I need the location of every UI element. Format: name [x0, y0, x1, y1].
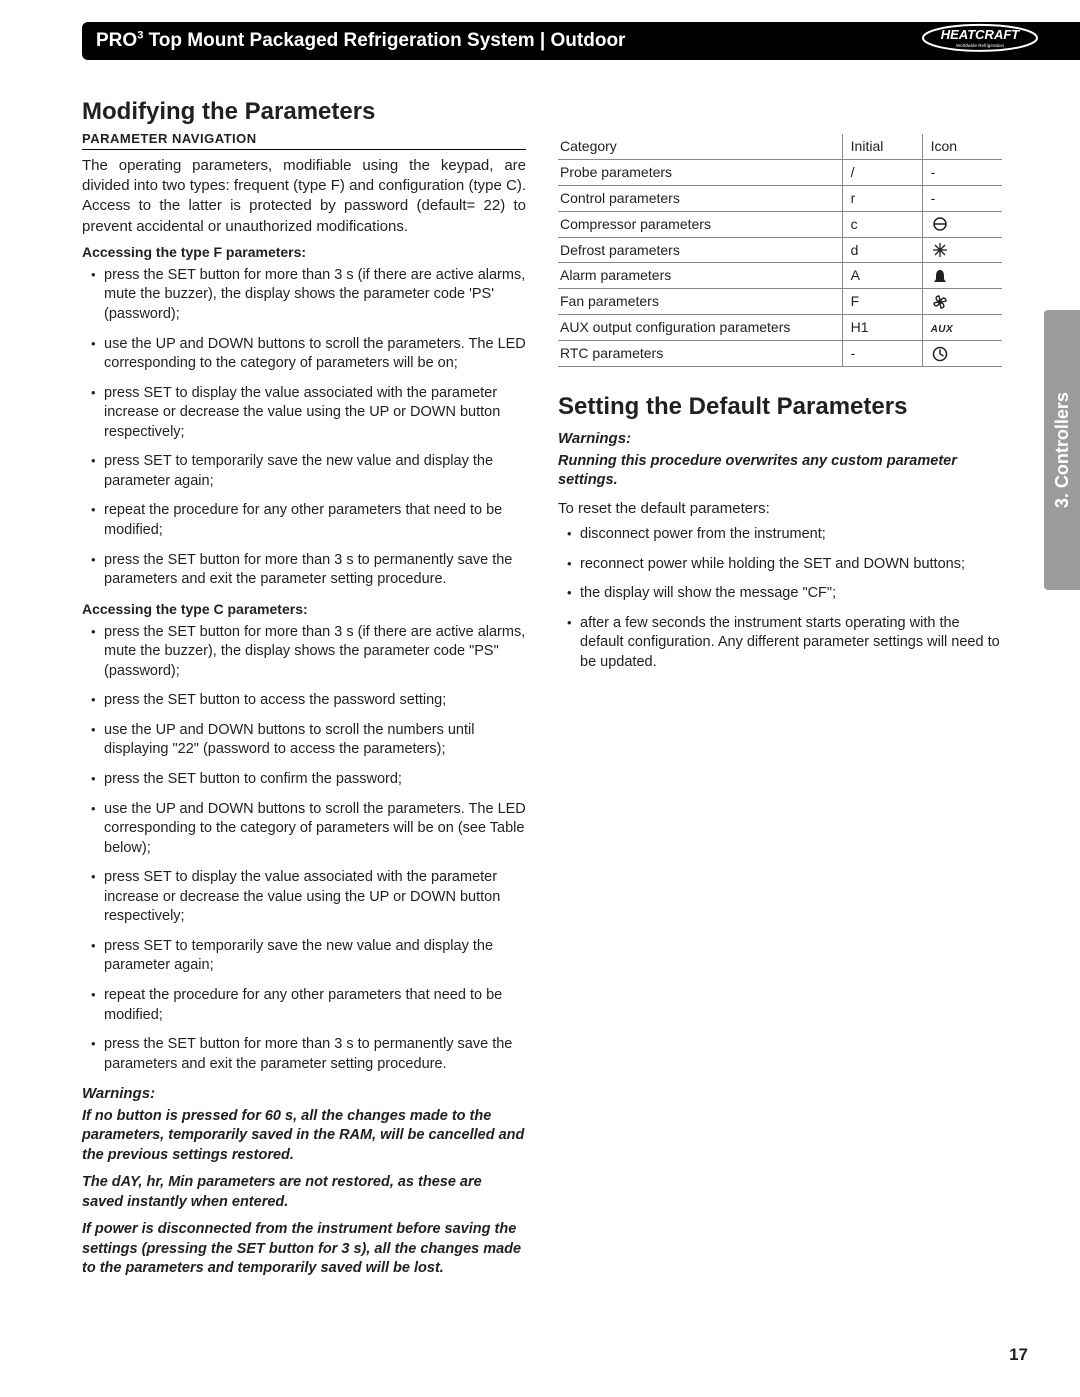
cell-category: RTC parameters — [558, 341, 842, 367]
cell-initial: - — [842, 341, 922, 367]
list-item: press the SET button for more than 3 s t… — [82, 551, 526, 590]
cell-icon: AUX — [922, 315, 1002, 341]
cell-initial: d — [842, 237, 922, 263]
list-item: press SET to display the value associate… — [82, 868, 526, 927]
cell-initial: c — [842, 211, 922, 237]
table-row: Defrost parametersd — [558, 237, 1002, 263]
cell-category: Alarm parameters — [558, 263, 842, 289]
th-initial: Initial — [842, 134, 922, 159]
intro-paragraph: The operating parameters, modifiable usi… — [82, 156, 526, 237]
brand-top-text: HEATCRAFT — [941, 27, 1021, 42]
cell-icon — [922, 289, 1002, 315]
warning-paragraph: If no button is pressed for 60 s, all th… — [82, 1107, 526, 1166]
setting-default-heading: Setting the Default Parameters — [558, 391, 1002, 423]
aux-icon: AUX — [931, 324, 954, 335]
cell-category: Fan parameters — [558, 289, 842, 315]
list-item: use the UP and DOWN buttons to scroll th… — [82, 800, 526, 859]
th-category: Category — [558, 134, 842, 159]
table-row: Control parametersr- — [558, 185, 1002, 211]
list-item: repeat the procedure for any other param… — [82, 986, 526, 1025]
list-item: press the SET button to access the passw… — [82, 691, 526, 711]
table-row: AUX output configuration parametersH1 AUX — [558, 315, 1002, 341]
type-c-list: press the SET button for more than 3 s (… — [82, 623, 526, 1075]
reset-intro: To reset the default parameters: — [558, 499, 1002, 519]
left-column: Modifying the Parameters PARAMETER NAVIG… — [82, 96, 526, 1287]
section-side-tab: 3. Controllers — [1044, 310, 1080, 590]
list-item: use the UP and DOWN buttons to scroll th… — [82, 721, 526, 760]
warnings-label: Warnings: — [82, 1084, 526, 1104]
list-item: repeat the procedure for any other param… — [82, 501, 526, 540]
side-tab-label: 3. Controllers — [1050, 392, 1074, 508]
cell-initial: r — [842, 185, 922, 211]
cell-initial: H1 — [842, 315, 922, 341]
list-item: press the SET button for more than 3 s t… — [82, 1035, 526, 1074]
list-item: press the SET button for more than 3 s (… — [82, 266, 526, 325]
reset-list: disconnect power from the instrument; rec… — [558, 525, 1002, 672]
type-f-heading: Accessing the type F parameters: — [82, 243, 526, 262]
list-item: press SET to temporarily save the new va… — [82, 937, 526, 976]
list-item: disconnect power from the instrument; — [558, 525, 1002, 545]
compressor-icon — [931, 215, 949, 233]
modifying-heading: Modifying the Parameters — [82, 96, 526, 128]
fan-icon — [931, 293, 949, 311]
list-item: the display will show the message "CF"; — [558, 584, 1002, 604]
list-item: press the SET button for more than 3 s (… — [82, 623, 526, 682]
cell-icon — [922, 237, 1002, 263]
cell-category: Probe parameters — [558, 159, 842, 185]
content-area: Modifying the Parameters PARAMETER NAVIG… — [82, 96, 1002, 1287]
cell-initial: F — [842, 289, 922, 315]
right-column: Category Initial Icon Probe parameters/-… — [558, 96, 1002, 1287]
brand-logo: HEATCRAFT Worldwide Refrigeration — [920, 23, 1040, 59]
brand-sub-text: Worldwide Refrigeration — [956, 43, 1004, 48]
cell-initial: A — [842, 263, 922, 289]
cell-icon — [922, 263, 1002, 289]
table-row: Compressor parametersc — [558, 211, 1002, 237]
table-row: Fan parametersF — [558, 289, 1002, 315]
table-row: Probe parameters/- — [558, 159, 1002, 185]
alarm-icon — [931, 267, 949, 285]
list-item: reconnect power while holding the SET an… — [558, 555, 1002, 575]
defrost-icon — [931, 241, 949, 259]
page-number: 17 — [1009, 1344, 1028, 1367]
title-pre: PRO — [96, 30, 137, 51]
warning-paragraph: If power is disconnected from the instru… — [82, 1220, 526, 1279]
list-item: after a few seconds the instrument start… — [558, 614, 1002, 673]
warning-paragraph: The dAY, hr, Min parameters are not rest… — [82, 1173, 526, 1212]
list-item: press SET to display the value associate… — [82, 384, 526, 443]
cell-icon — [922, 211, 1002, 237]
page-header-bar: PRO3 Top Mount Packaged Refrigeration Sy… — [82, 22, 1080, 60]
table-row: RTC parameters- — [558, 341, 1002, 367]
cell-icon — [922, 341, 1002, 367]
cell-category: Compressor parameters — [558, 211, 842, 237]
right-warnings-label: Warnings: — [558, 429, 1002, 449]
type-c-heading: Accessing the type C parameters: — [82, 600, 526, 619]
cell-category: Defrost parameters — [558, 237, 842, 263]
category-table: Category Initial Icon Probe parameters/-… — [558, 134, 1002, 367]
param-nav-heading: PARAMETER NAVIGATION — [82, 130, 526, 150]
list-item: press the SET button to confirm the pass… — [82, 770, 526, 790]
cell-icon: - — [922, 185, 1002, 211]
cell-initial: / — [842, 159, 922, 185]
clock-icon — [931, 345, 949, 363]
cell-icon: - — [922, 159, 1002, 185]
list-item: press SET to temporarily save the new va… — [82, 452, 526, 491]
right-warning-line: Running this procedure overwrites any cu… — [558, 452, 1002, 491]
title-rest: Top Mount Packaged Refrigeration System … — [143, 30, 625, 51]
type-f-list: press the SET button for more than 3 s (… — [82, 266, 526, 590]
th-icon: Icon — [922, 134, 1002, 159]
page-title: PRO3 Top Mount Packaged Refrigeration Sy… — [96, 28, 625, 54]
table-row: Alarm parametersA — [558, 263, 1002, 289]
cell-category: Control parameters — [558, 185, 842, 211]
cell-category: AUX output configuration parameters — [558, 315, 842, 341]
list-item: use the UP and DOWN buttons to scroll th… — [82, 335, 526, 374]
